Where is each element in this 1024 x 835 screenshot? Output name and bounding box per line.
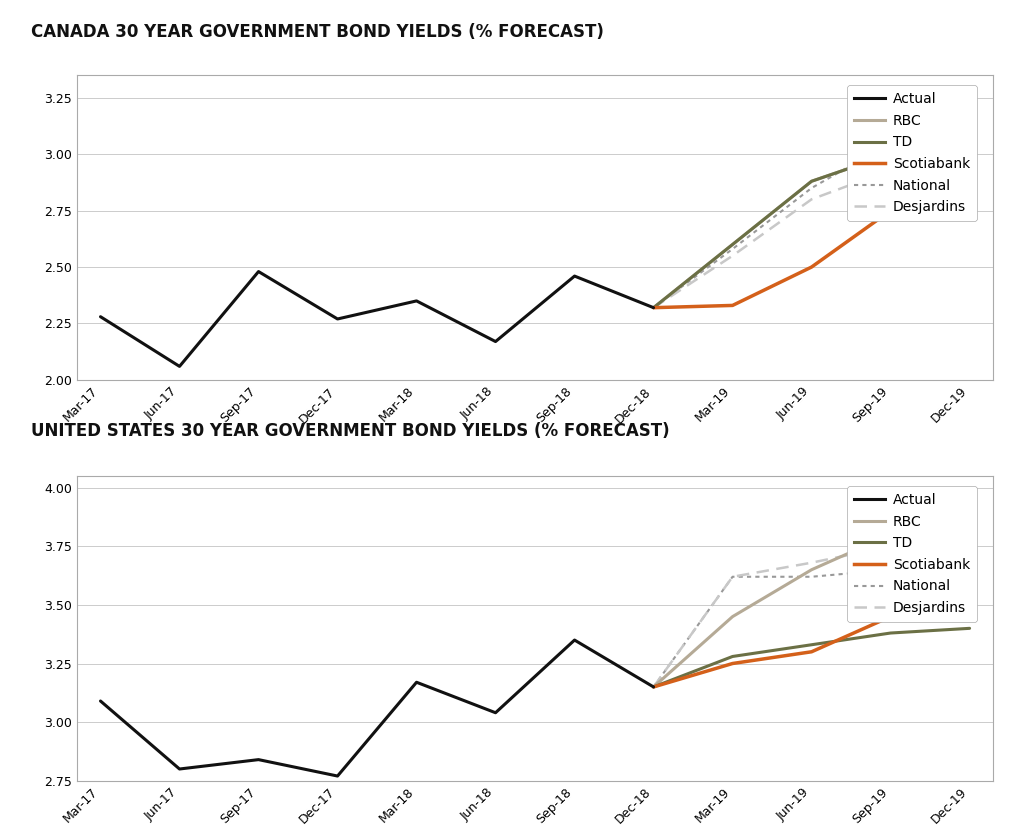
RBC xyxy=(726,611,738,621)
Desjardins xyxy=(806,195,818,205)
National xyxy=(885,564,897,574)
Actual xyxy=(252,755,264,765)
Actual xyxy=(489,708,502,718)
Desjardins xyxy=(885,541,897,551)
RBC xyxy=(806,564,818,574)
Actual xyxy=(647,682,659,692)
National xyxy=(806,572,818,582)
Actual xyxy=(252,266,264,276)
Scotiabank xyxy=(806,262,818,272)
Line: Scotiabank: Scotiabank xyxy=(653,200,970,307)
Desjardins xyxy=(964,160,976,170)
Actual xyxy=(568,635,581,645)
Actual xyxy=(647,302,659,312)
Actual xyxy=(332,314,344,324)
Scotiabank xyxy=(885,611,897,621)
National xyxy=(964,558,976,568)
Legend: Actual, RBC, TD, Scotiabank, National, Desjardins: Actual, RBC, TD, Scotiabank, National, D… xyxy=(847,486,977,622)
Scotiabank xyxy=(647,682,659,692)
Desjardins xyxy=(647,302,659,312)
RBC xyxy=(885,149,897,159)
Desjardins xyxy=(726,250,738,261)
Scotiabank xyxy=(964,195,976,205)
Actual xyxy=(94,696,106,706)
Actual xyxy=(173,764,185,774)
TD xyxy=(806,640,818,650)
Line: Desjardins: Desjardins xyxy=(653,534,970,687)
Line: RBC: RBC xyxy=(653,523,970,687)
TD xyxy=(964,624,976,634)
Line: RBC: RBC xyxy=(653,140,970,307)
RBC xyxy=(964,518,976,528)
Line: Actual: Actual xyxy=(100,640,653,776)
Actual xyxy=(411,677,423,687)
Line: TD: TD xyxy=(653,629,970,687)
RBC xyxy=(726,240,738,250)
TD xyxy=(806,176,818,186)
National xyxy=(885,138,897,148)
RBC xyxy=(647,682,659,692)
TD xyxy=(885,628,897,638)
Scotiabank xyxy=(964,600,976,610)
RBC xyxy=(647,302,659,312)
Actual xyxy=(411,296,423,306)
TD xyxy=(885,149,897,159)
TD xyxy=(647,302,659,312)
Line: Scotiabank: Scotiabank xyxy=(653,605,970,687)
Actual xyxy=(173,362,185,372)
Desjardins xyxy=(885,165,897,175)
Desjardins xyxy=(964,529,976,539)
Desjardins xyxy=(806,558,818,568)
National xyxy=(647,302,659,312)
Actual xyxy=(568,271,581,281)
Line: National: National xyxy=(653,132,970,307)
Scotiabank xyxy=(885,205,897,215)
Scotiabank xyxy=(726,301,738,311)
National xyxy=(806,183,818,193)
Text: CANADA 30 YEAR GOVERNMENT BOND YIELDS (% FORECAST): CANADA 30 YEAR GOVERNMENT BOND YIELDS (%… xyxy=(31,23,603,42)
National xyxy=(647,682,659,692)
Desjardins xyxy=(647,682,659,692)
Scotiabank xyxy=(806,647,818,657)
Line: National: National xyxy=(653,563,970,687)
Desjardins xyxy=(726,572,738,582)
RBC xyxy=(885,529,897,539)
Actual xyxy=(332,771,344,781)
Actual xyxy=(489,337,502,347)
Scotiabank xyxy=(726,659,738,669)
Line: Actual: Actual xyxy=(100,271,653,367)
National xyxy=(964,127,976,137)
TD xyxy=(964,135,976,145)
Line: Desjardins: Desjardins xyxy=(653,165,970,307)
TD xyxy=(726,240,738,250)
Actual xyxy=(94,311,106,321)
Legend: Actual, RBC, TD, Scotiabank, National, Desjardins: Actual, RBC, TD, Scotiabank, National, D… xyxy=(847,85,977,221)
TD xyxy=(726,651,738,661)
National xyxy=(726,244,738,254)
Scotiabank xyxy=(647,302,659,312)
RBC xyxy=(964,135,976,145)
Line: TD: TD xyxy=(653,140,970,307)
TD xyxy=(647,682,659,692)
National xyxy=(726,572,738,582)
Text: UNITED STATES 30 YEAR GOVERNMENT BOND YIELDS (% FORECAST): UNITED STATES 30 YEAR GOVERNMENT BOND YI… xyxy=(31,422,670,440)
RBC xyxy=(806,176,818,186)
